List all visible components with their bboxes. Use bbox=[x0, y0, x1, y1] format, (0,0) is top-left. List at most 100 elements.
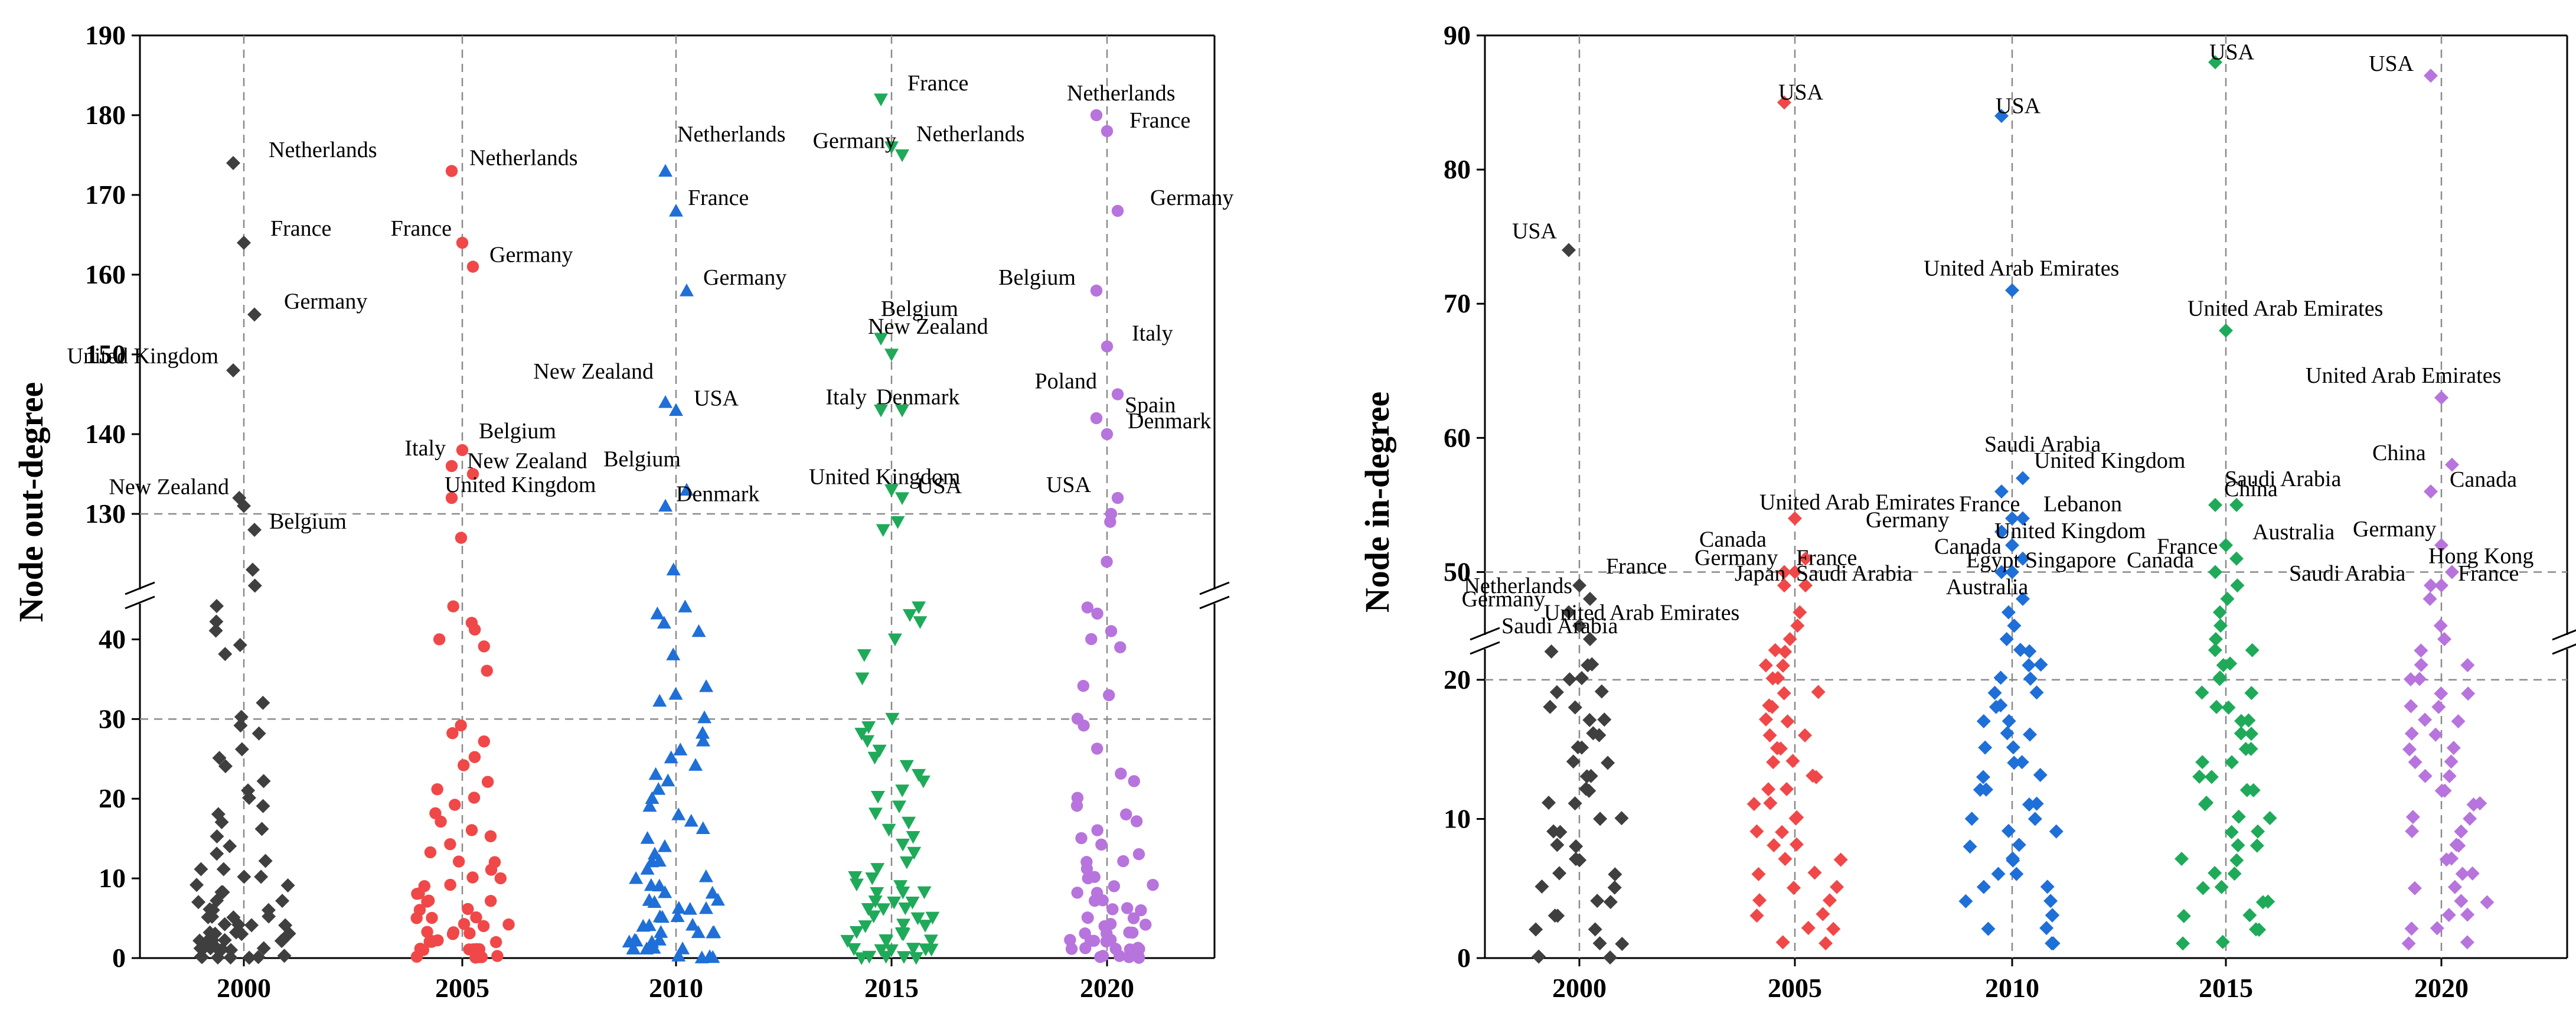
data-point bbox=[2224, 825, 2239, 839]
data-point bbox=[2244, 686, 2259, 701]
data-point bbox=[694, 950, 709, 963]
data-point bbox=[705, 885, 720, 899]
data-point bbox=[212, 751, 227, 766]
data-point bbox=[1807, 865, 1822, 880]
data-point bbox=[2007, 755, 2022, 770]
data-point bbox=[640, 862, 655, 875]
data-point bbox=[884, 348, 899, 361]
data-point bbox=[2216, 658, 2231, 673]
y-tick-label: 50 bbox=[1444, 556, 1471, 587]
data-point bbox=[655, 910, 670, 923]
data-point bbox=[489, 936, 502, 949]
data-point bbox=[691, 925, 706, 939]
data-point bbox=[2447, 880, 2462, 894]
data-point bbox=[874, 93, 888, 106]
data-point bbox=[431, 783, 443, 796]
data-point bbox=[254, 822, 269, 836]
data-point bbox=[1115, 767, 1127, 780]
data-point bbox=[224, 943, 239, 957]
point-label: France bbox=[1606, 554, 1667, 579]
data-point bbox=[1818, 936, 1833, 951]
data-point bbox=[876, 524, 890, 537]
data-point bbox=[1082, 872, 1094, 885]
data-point bbox=[237, 869, 252, 884]
data-point bbox=[1758, 658, 1773, 673]
axis-break-mark bbox=[1470, 641, 1500, 655]
y-tick-label: 180 bbox=[85, 100, 126, 130]
data-point bbox=[1101, 125, 1114, 138]
y-tick-label: 170 bbox=[85, 180, 126, 210]
data-point bbox=[2192, 769, 2207, 784]
data-point bbox=[642, 893, 657, 906]
data-point bbox=[2198, 797, 2212, 812]
data-point bbox=[874, 404, 888, 418]
data-point bbox=[666, 562, 681, 576]
point-label: United Arab Emirates bbox=[2188, 297, 2383, 321]
point-label: Netherlands bbox=[916, 122, 1025, 146]
data-point bbox=[445, 491, 458, 504]
data-point bbox=[1546, 824, 1561, 839]
data-point bbox=[2473, 796, 2487, 811]
data-point bbox=[1572, 618, 1586, 633]
data-point bbox=[1111, 491, 1124, 504]
data-point bbox=[275, 894, 290, 908]
data-point bbox=[477, 920, 490, 932]
data-point bbox=[2444, 754, 2459, 769]
point-label: Saudi Arabia bbox=[1501, 614, 1618, 639]
data-point bbox=[2212, 605, 2227, 620]
data-point bbox=[906, 943, 920, 956]
data-point bbox=[217, 917, 232, 931]
data-point bbox=[1088, 934, 1101, 947]
point-label: United Kingdom bbox=[2034, 448, 2185, 473]
data-point bbox=[422, 894, 435, 907]
data-point bbox=[2262, 810, 2277, 825]
data-point bbox=[706, 925, 720, 939]
y-tick-label: 30 bbox=[99, 703, 126, 734]
data-point bbox=[2221, 700, 2236, 715]
data-point bbox=[2005, 851, 2020, 866]
point-label: Canada bbox=[1699, 527, 1767, 552]
point-label: Italy bbox=[1132, 321, 1173, 346]
data-point bbox=[2234, 714, 2249, 728]
data-point bbox=[897, 951, 912, 964]
data-point bbox=[218, 647, 233, 662]
data-point bbox=[2213, 618, 2228, 633]
point-label: Netherlands bbox=[677, 122, 786, 147]
point-label: France bbox=[2157, 535, 2218, 559]
data-point bbox=[854, 728, 869, 741]
point-label: United Kingdom bbox=[1994, 519, 2146, 543]
data-point bbox=[445, 165, 458, 177]
data-point bbox=[2009, 867, 2024, 881]
point-label: New Zealand bbox=[533, 359, 654, 384]
data-point bbox=[2005, 565, 2019, 579]
data-point bbox=[658, 885, 672, 898]
point-label: USA bbox=[1046, 473, 1092, 497]
point-label: Canada bbox=[2450, 467, 2517, 492]
data-point bbox=[1777, 565, 1791, 579]
point-label: Italy bbox=[404, 436, 446, 461]
data-point bbox=[2001, 823, 2016, 838]
data-point bbox=[2408, 755, 2422, 770]
point-label: United Arab Emirates bbox=[1544, 600, 1739, 625]
data-point bbox=[673, 742, 688, 755]
data-point bbox=[2460, 907, 2475, 922]
point-label: Netherlands bbox=[469, 146, 578, 171]
data-point bbox=[1550, 908, 1565, 923]
data-point bbox=[1597, 712, 1612, 727]
data-point bbox=[2465, 866, 2480, 881]
data-point bbox=[671, 807, 686, 820]
data-point bbox=[1105, 625, 1118, 637]
y-tick-label: 90 bbox=[1444, 20, 1471, 50]
data-point bbox=[1583, 632, 1597, 646]
data-point bbox=[1130, 815, 1143, 828]
data-point bbox=[446, 727, 459, 740]
data-point bbox=[210, 846, 224, 861]
data-point bbox=[2434, 390, 2448, 405]
data-point bbox=[1593, 812, 1608, 826]
data-point bbox=[421, 926, 433, 938]
data-point bbox=[223, 950, 238, 965]
data-point bbox=[190, 878, 204, 893]
data-point bbox=[912, 601, 926, 614]
data-point bbox=[2460, 935, 2474, 950]
point-label: Germany bbox=[1866, 507, 1949, 532]
